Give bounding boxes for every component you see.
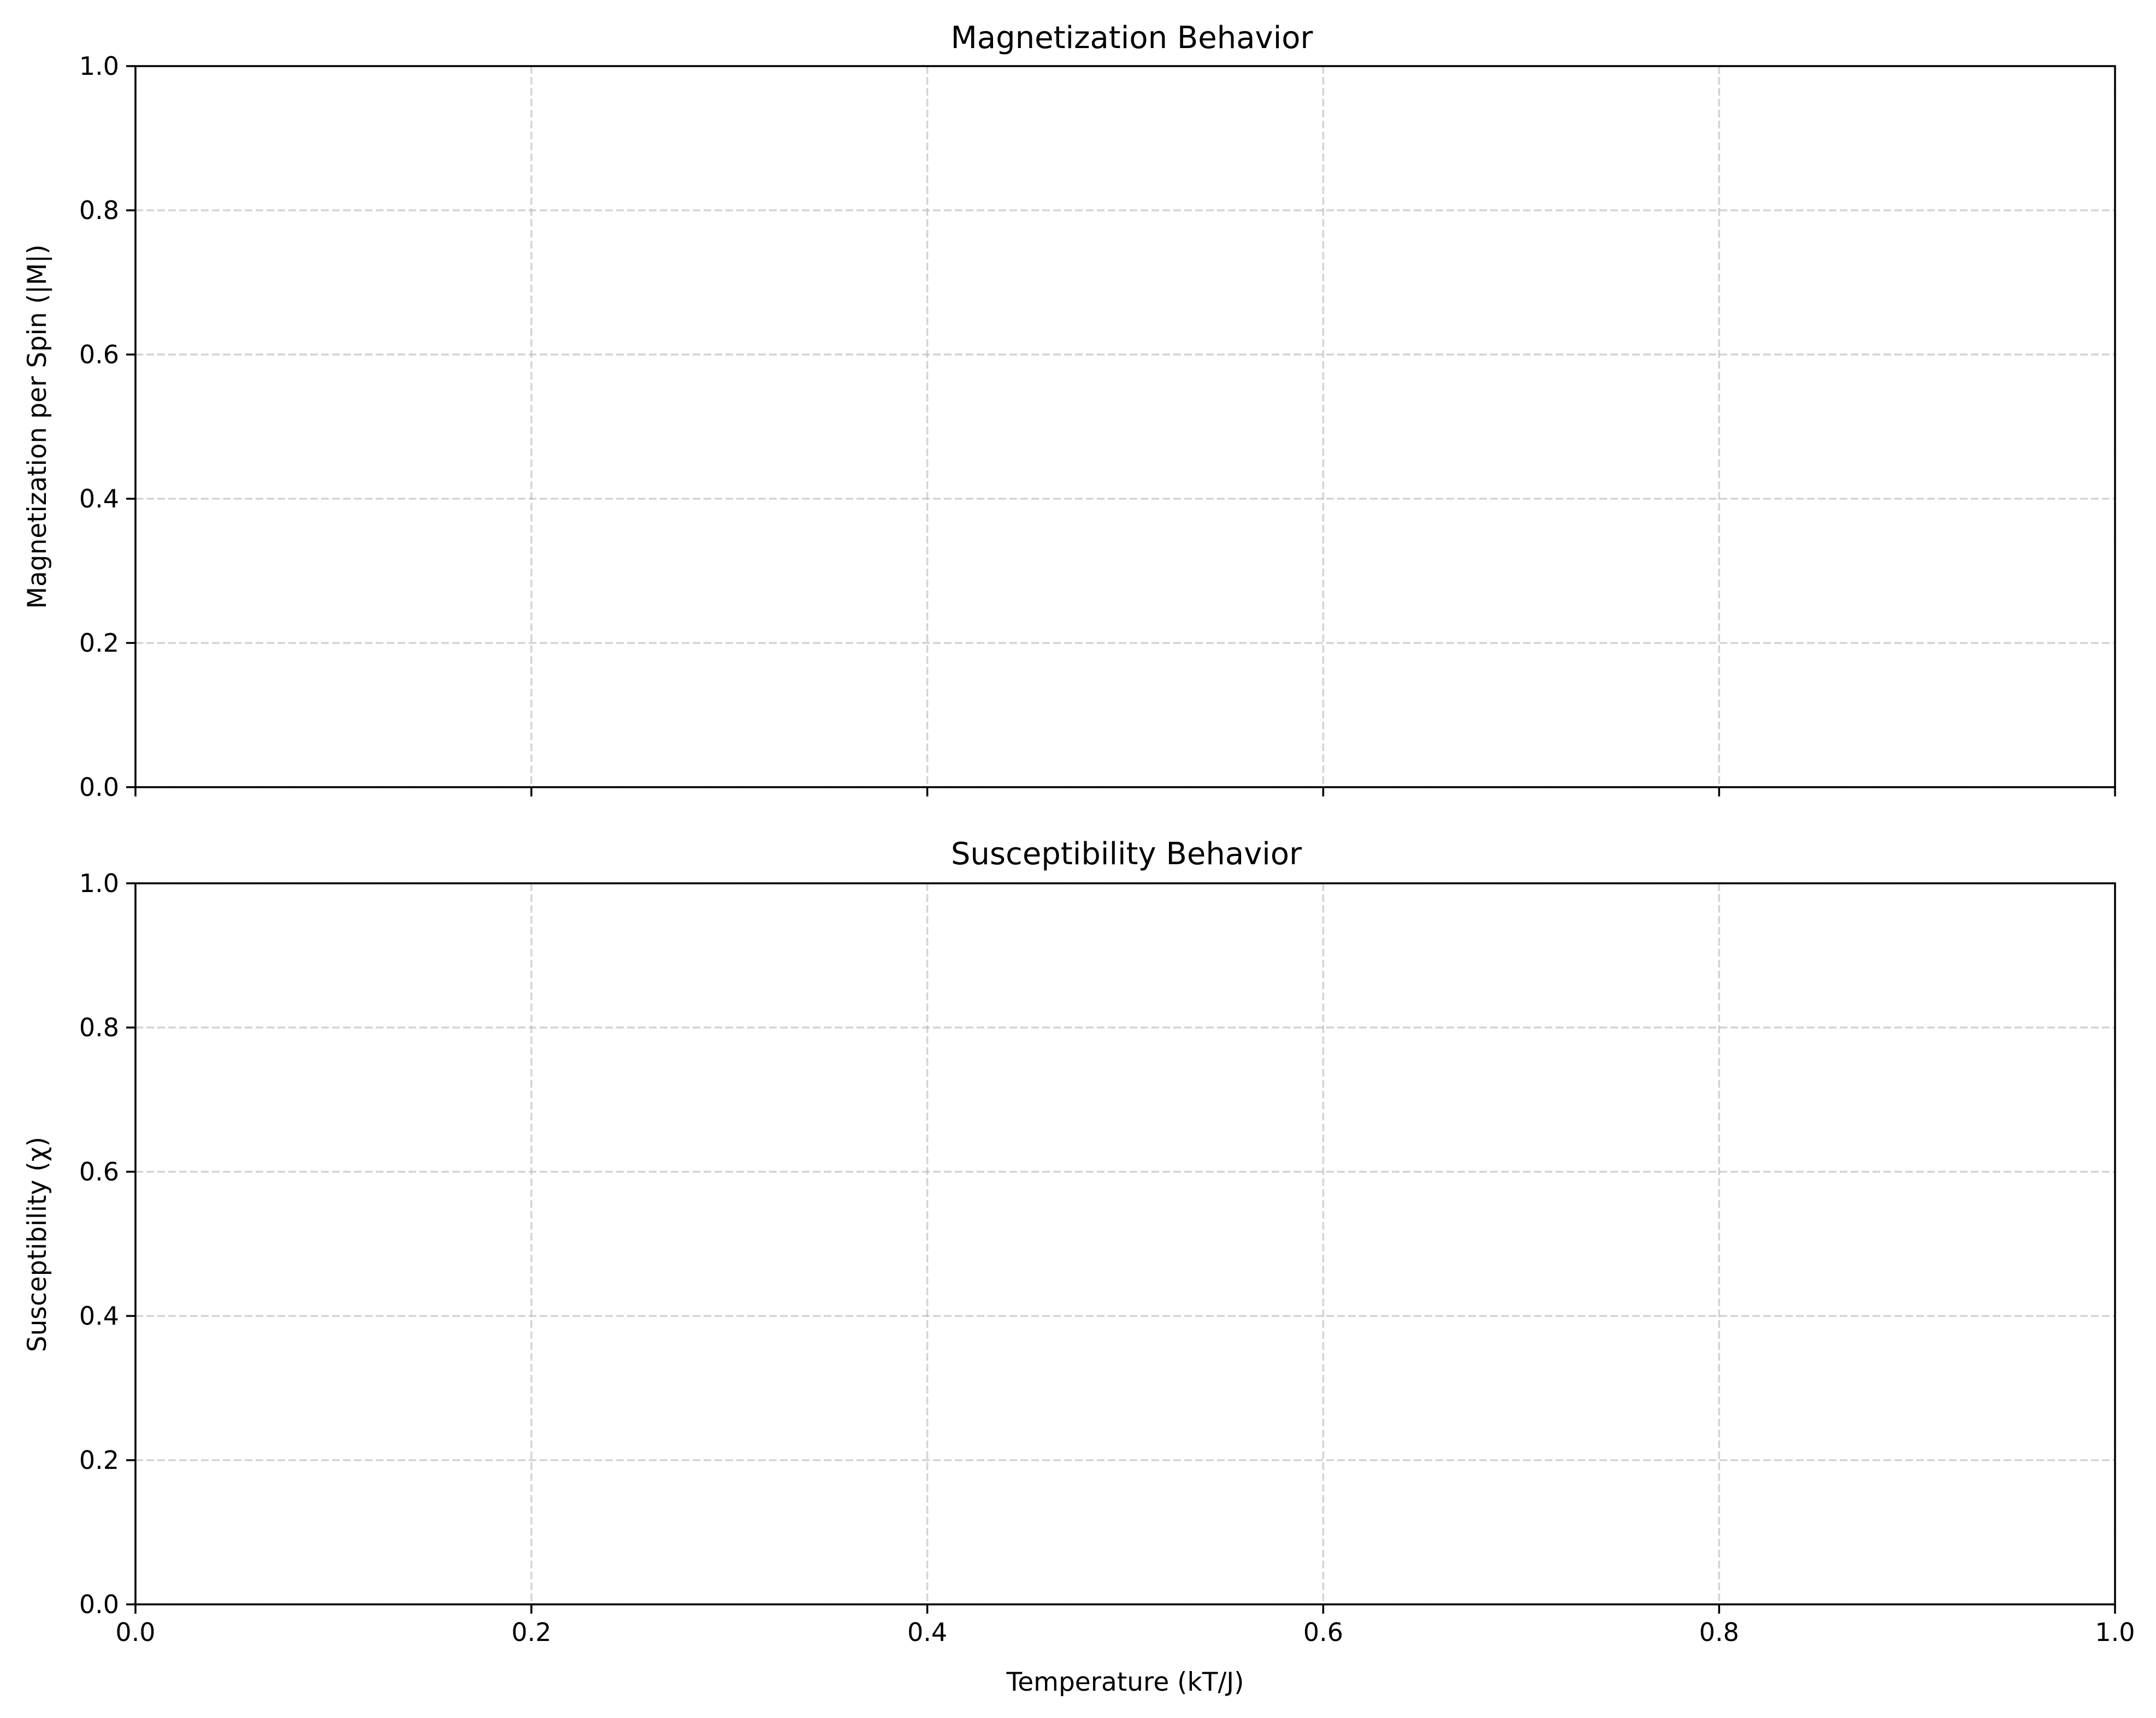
magnetization-y-ticks: 0.0 0.2 0.4 0.6 0.8 1.0: [79, 51, 135, 802]
magnetization-title: Magnetization Behavior: [950, 20, 1313, 56]
x-tick-label: 0.4: [907, 1617, 947, 1647]
magnetization-x-ticks: [134, 787, 2116, 796]
x-tick-label: 1.0: [2095, 1617, 2135, 1647]
x-tick-label: 0.2: [511, 1617, 551, 1647]
x-tick-label: 0.0: [115, 1617, 155, 1647]
y-tick-label: 1.0: [79, 51, 119, 81]
y-tick-label: 0.4: [79, 1301, 119, 1331]
y-tick-label: 0.8: [79, 196, 119, 225]
y-tick-label: 0.6: [79, 340, 119, 369]
x-tick-label: 0.8: [1699, 1617, 1739, 1647]
susceptibility-y-axis-label: Susceptibility (χ): [22, 1137, 52, 1352]
magnetization-y-axis-label: Magnetization per Spin (|M|): [22, 244, 52, 609]
susceptibility-y-ticks: 0.0 0.2 0.4 0.6 0.8 1.0: [79, 869, 135, 1619]
y-tick-label: 0.0: [79, 772, 119, 802]
y-tick-label: 0.2: [79, 1445, 119, 1475]
y-tick-label: 0.6: [79, 1157, 119, 1186]
y-tick-label: 0.2: [79, 628, 119, 658]
susceptibility-x-ticks: 0.0 0.2 0.4 0.6 0.8 1.0: [115, 1604, 2135, 1647]
y-tick-label: 0.4: [79, 484, 119, 513]
susceptibility-title: Susceptibility Behavior: [951, 836, 1302, 872]
magnetization-panel: Magnetization Behavior 0.0 0.2 0.4 0.6 0.8 1.…: [22, 20, 2116, 802]
y-tick-label: 0.0: [79, 1590, 119, 1619]
magnetization-plot-frame: [134, 65, 2116, 788]
y-tick-label: 1.0: [79, 869, 119, 898]
x-tick-label: 0.6: [1303, 1617, 1343, 1647]
y-tick-label: 0.8: [79, 1013, 119, 1042]
susceptibility-x-axis-label: Temperature (kT/J): [1006, 1667, 1244, 1697]
susceptibility-panel: Susceptibility Behavior 0.0 0.2 0.4 0.6 0.8 1…: [22, 836, 2135, 1697]
susceptibility-plot-frame: [134, 882, 2116, 1605]
